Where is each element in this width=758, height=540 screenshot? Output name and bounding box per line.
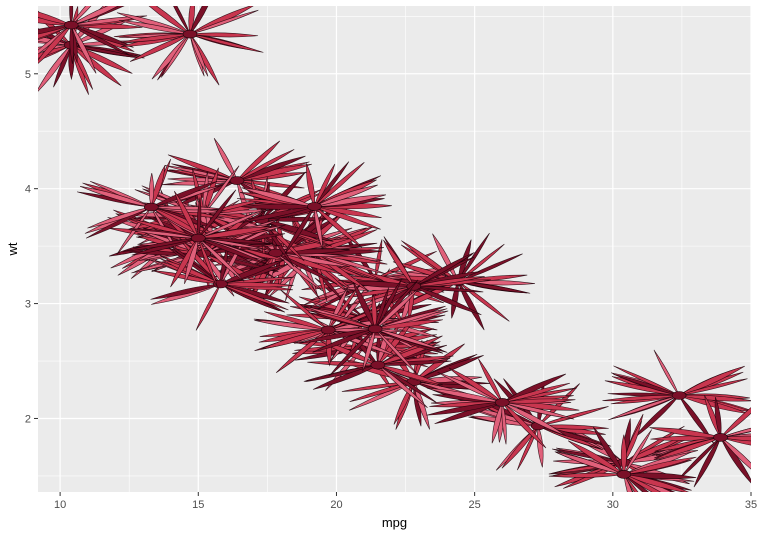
y-axis-ticks: 2 3 4 5: [25, 69, 38, 425]
y-axis-title: wt: [5, 242, 20, 256]
data-point: [237, 161, 392, 255]
x-axis-ticks: 10 15 20 25 30 35: [54, 492, 757, 511]
x-tick-label: 30: [607, 499, 619, 511]
data-point: [122, 189, 273, 288]
y-tick-label: 5: [25, 69, 31, 81]
data-point: [548, 426, 697, 492]
data-point: [113, 6, 264, 86]
y-tick-label: 2: [25, 413, 31, 425]
data-point: [38, 6, 148, 74]
x-axis-title: mpg: [382, 515, 407, 530]
data-points: [38, 6, 751, 492]
x-tick-label: 20: [330, 499, 342, 511]
data-point: [299, 279, 449, 377]
y-tick-label: 3: [25, 299, 31, 311]
x-tick-label: 15: [192, 499, 204, 511]
data-point: [426, 358, 580, 449]
x-tick-label: 35: [745, 499, 757, 511]
data-point: [649, 392, 751, 488]
y-tick-label: 4: [25, 184, 31, 196]
x-tick-label: 10: [54, 499, 66, 511]
x-tick-label: 25: [469, 499, 481, 511]
